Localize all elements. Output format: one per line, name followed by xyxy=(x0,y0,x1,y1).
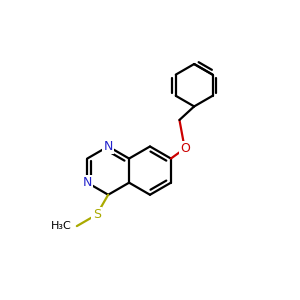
Text: O: O xyxy=(180,142,190,155)
Text: N: N xyxy=(103,140,113,153)
Text: H₃C: H₃C xyxy=(51,221,71,231)
Text: S: S xyxy=(93,208,101,221)
Text: N: N xyxy=(82,176,92,189)
